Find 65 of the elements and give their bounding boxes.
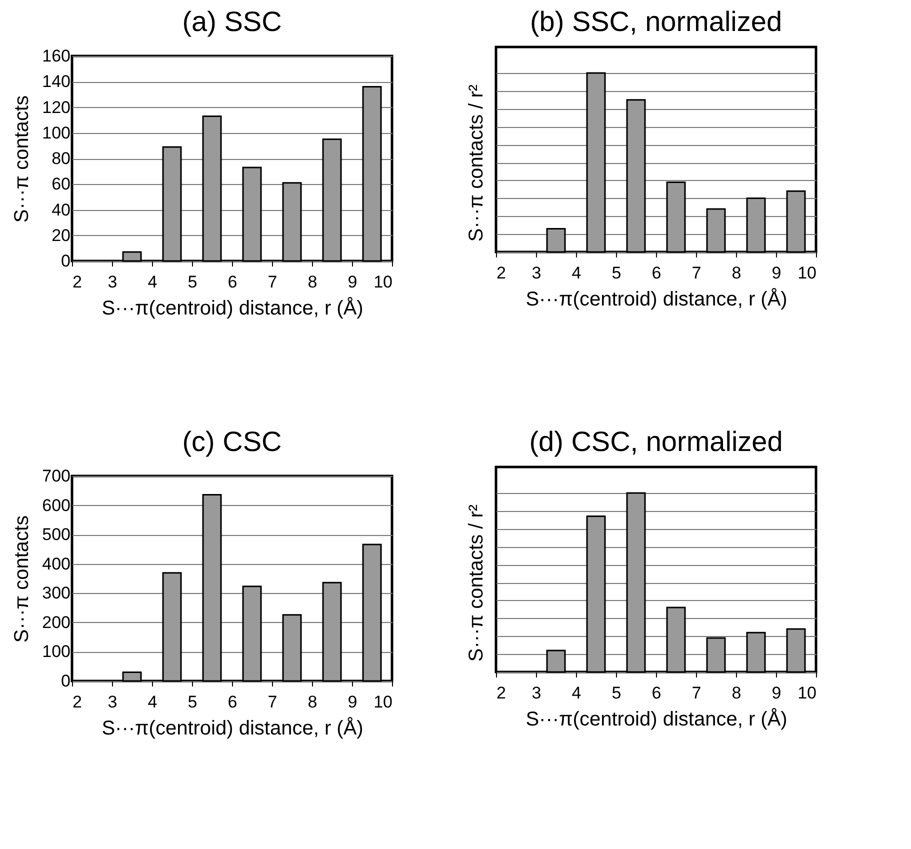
- x-tick-label: 5: [188, 692, 198, 712]
- x-tick-label: 10: [798, 264, 816, 282]
- y-tick-label: 160: [42, 46, 70, 66]
- y-tick-label: 400: [42, 554, 70, 574]
- x-tick-label: 6: [652, 264, 662, 282]
- x-tick-label: 8: [308, 692, 318, 712]
- y-tick-label: 0: [61, 252, 70, 270]
- y-tick-label: 0: [61, 672, 70, 690]
- chart-title: (a) SSC: [182, 6, 282, 37]
- x-axis-title: S···π(centroid) distance, r (Å): [102, 296, 364, 320]
- x-tick-label: 8: [308, 272, 318, 292]
- x-tick-label: 2: [496, 264, 506, 282]
- y-tick-label: 100: [42, 642, 70, 662]
- x-tick-label: 7: [268, 272, 278, 292]
- x-axis-title: S···π(centroid) distance, r (Å): [102, 716, 364, 740]
- chart-title: (b) SSC, normalized: [530, 6, 782, 37]
- y-tick-label: 140: [42, 72, 70, 92]
- y-tick-label: 100: [42, 123, 70, 142]
- y-tick-label: 80: [52, 149, 70, 168]
- chart-title: (d) CSC, normalized: [529, 426, 783, 457]
- x-tick-label: 7: [692, 264, 702, 282]
- y-tick-label: 40: [52, 200, 70, 220]
- y-tick-label: 60: [52, 174, 70, 194]
- x-tick-label: 5: [188, 272, 198, 292]
- x-tick-label: 6: [228, 272, 238, 292]
- x-tick-label: 3: [532, 684, 542, 702]
- x-tick-label: 7: [692, 684, 702, 702]
- y-tick-label: 500: [42, 525, 70, 544]
- y-tick-label: 700: [42, 466, 70, 486]
- x-tick-label: 2: [496, 684, 506, 702]
- x-tick-label: 5: [612, 684, 622, 702]
- x-tick-label: 10: [374, 692, 392, 712]
- x-tick-label: 4: [148, 692, 158, 712]
- x-tick-label: 4: [148, 272, 158, 292]
- y-axis-title: S···π contacts / r²: [466, 504, 488, 662]
- x-tick-label: 9: [772, 264, 782, 282]
- x-axis-title: S···π(centroid) distance, r (Å): [526, 708, 788, 730]
- y-axis-title: S···π contacts / r²: [466, 84, 488, 242]
- x-tick-label: 4: [572, 264, 582, 282]
- x-tick-label: 6: [652, 684, 662, 702]
- x-tick-label: 9: [348, 692, 358, 712]
- x-tick-label: 4: [572, 684, 582, 702]
- y-tick-label: 120: [42, 98, 70, 117]
- x-tick-label: 9: [348, 272, 358, 292]
- y-axis-title: S···π contacts: [11, 515, 34, 643]
- x-tick-label: 9: [772, 684, 782, 702]
- y-tick-label: 20: [52, 226, 70, 245]
- y-tick-label: 300: [42, 584, 70, 603]
- x-tick-label: 3: [108, 272, 118, 292]
- x-axis-title: S···π(centroid) distance, r (Å): [526, 288, 788, 310]
- x-tick-label: 7: [268, 692, 278, 712]
- x-tick-label: 8: [732, 264, 742, 282]
- x-tick-label: 3: [108, 692, 118, 712]
- y-tick-label: 600: [42, 496, 70, 515]
- y-tick-label: 200: [42, 612, 70, 632]
- x-tick-label: 3: [532, 264, 542, 282]
- x-tick-label: 10: [798, 684, 816, 702]
- x-tick-label: 10: [374, 272, 392, 292]
- x-tick-label: 2: [72, 692, 82, 712]
- y-axis-title: S···π contacts: [11, 95, 34, 223]
- x-tick-label: 2: [72, 272, 82, 292]
- x-tick-label: 5: [612, 264, 622, 282]
- x-tick-label: 6: [228, 692, 238, 712]
- chart-title: (c) CSC: [182, 426, 282, 457]
- x-tick-label: 8: [732, 684, 742, 702]
